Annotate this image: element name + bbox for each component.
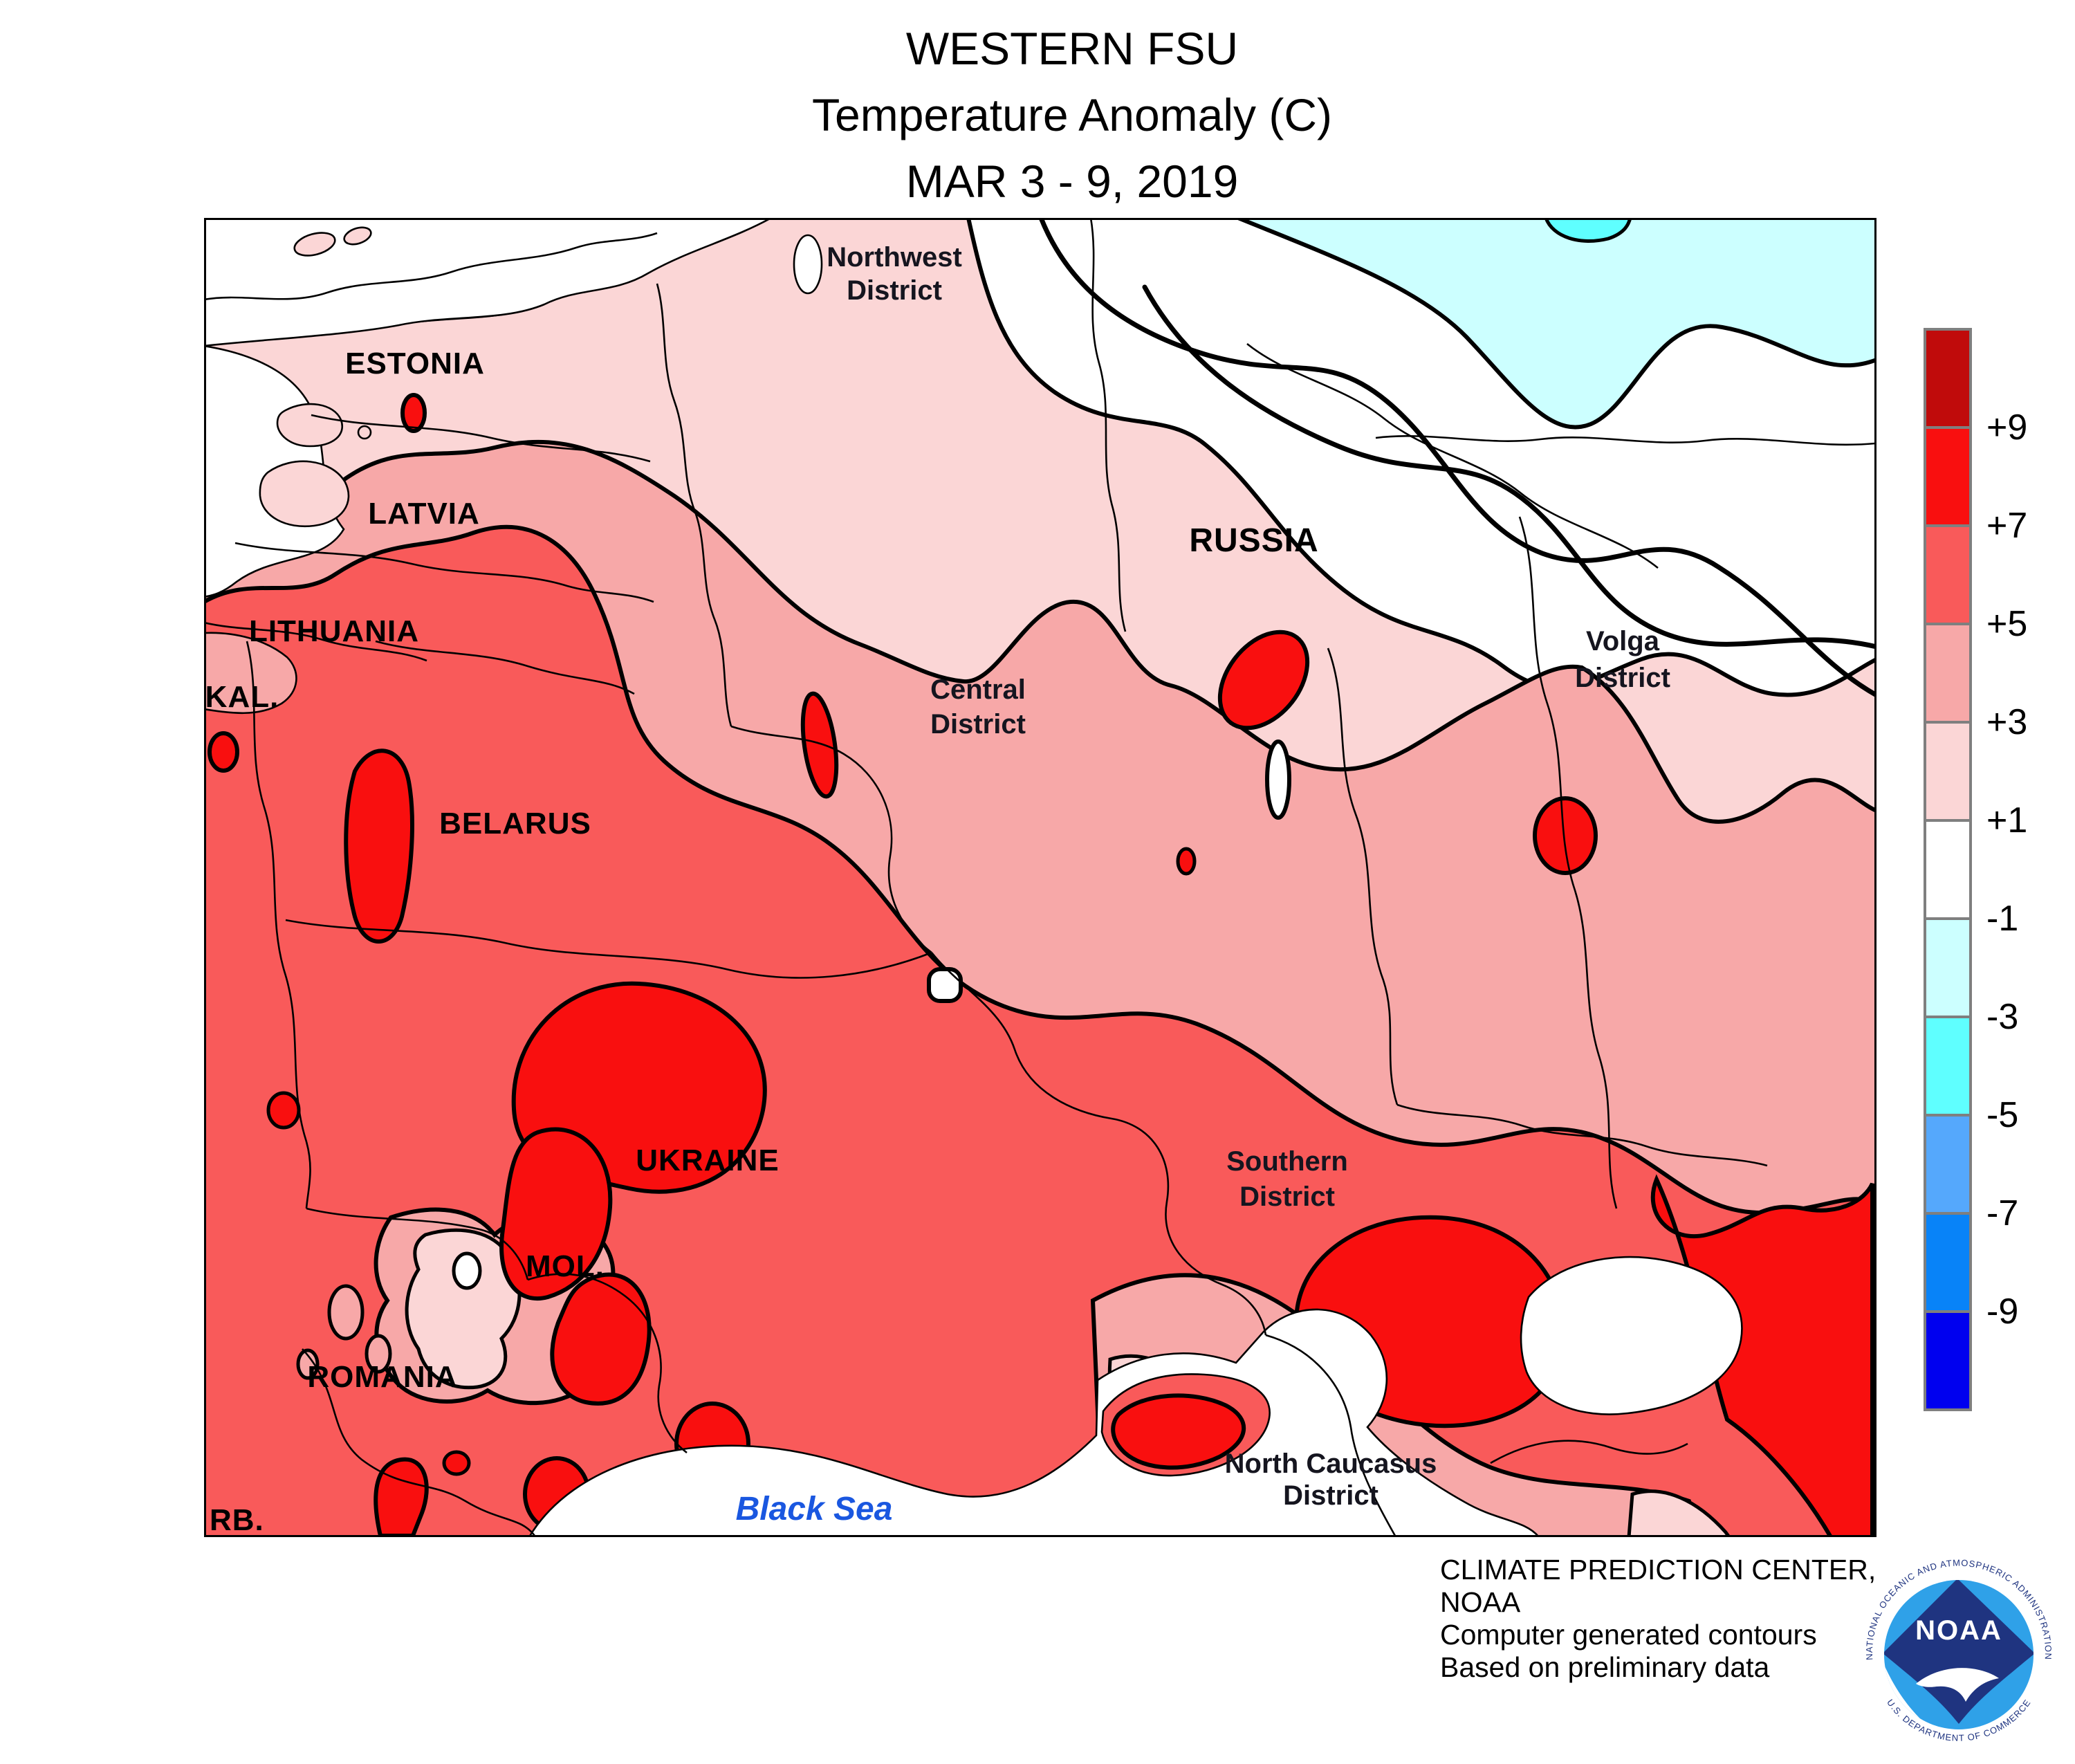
- legend-tick-m9: -9: [1986, 1292, 2019, 1332]
- spot-white-central: [927, 967, 963, 1003]
- title-line-variable: Temperature Anomaly (C): [812, 89, 1332, 140]
- map-svg: ESTONIA LATVIA LITHUANIA KAL. BELARUS RU…: [202, 215, 1879, 1539]
- legend-swatch-m3-5: [1924, 1016, 1972, 1117]
- lake-northwest: [793, 234, 823, 295]
- blob-red-crimea: [1111, 1393, 1246, 1470]
- legend-swatch-m7-9: [1924, 1212, 1972, 1313]
- label-volga-1: Volga: [1586, 626, 1660, 656]
- label-central-2: District: [930, 709, 1026, 739]
- island-dot: [357, 425, 372, 440]
- island-hiiumaa: [276, 403, 343, 448]
- sea-caspian: [1520, 1256, 1743, 1415]
- band-minus1-3: [1237, 216, 1879, 430]
- label-southern-2: District: [1239, 1182, 1335, 1212]
- label-southern-1: Southern: [1226, 1146, 1348, 1177]
- logo-acronym: NOAA: [1915, 1615, 2002, 1646]
- spot-red-pskov: [400, 393, 427, 433]
- island-aland-1: [293, 232, 336, 257]
- island-aland-2: [343, 226, 372, 246]
- coast-finland: [203, 232, 658, 301]
- land-kaliningrad: [203, 632, 297, 715]
- spot-white-volga: [1265, 739, 1291, 820]
- label-central-1: Central: [930, 674, 1026, 705]
- spot-red-volga: [1533, 796, 1598, 875]
- patch-carpathian-1: [327, 1284, 365, 1341]
- label-kaliningrad: KAL.: [205, 680, 279, 714]
- anomaly-map: ESTONIA LATVIA LITHUANIA KAL. BELARUS RU…: [202, 215, 1879, 1539]
- label-romania: ROMANIA: [307, 1360, 457, 1394]
- spot-red-romania-west: [266, 1091, 301, 1130]
- legend-tick-m3: -3: [1986, 997, 2019, 1037]
- admin-borders: [203, 217, 1876, 1536]
- legend-swatch-7-9: [1924, 426, 1972, 527]
- sea-gulf-of-finland: [203, 217, 772, 347]
- label-belarus: BELARUS: [439, 807, 591, 840]
- label-north-caucasus-2: District: [1283, 1480, 1378, 1511]
- logo-navy-diamond: [1884, 1580, 2034, 1724]
- blob-red-moldova-north: [499, 1127, 613, 1301]
- blob-red-bottom-pin: [374, 1457, 429, 1538]
- spot-red-russia: [1217, 630, 1310, 731]
- title-line-daterange: MAR 3 - 9, 2019: [905, 156, 1239, 207]
- credits-line-1: CLIMATE PREDICTION CENTER, NOAA: [1440, 1554, 1876, 1618]
- logo-seagull-icon: [1916, 1668, 1999, 1702]
- label-russia: RUSSIA: [1189, 522, 1318, 559]
- title-line-region: WESTERN FSU: [905, 23, 1239, 74]
- map-labels: ESTONIA LATVIA LITHUANIA KAL. BELARUS RU…: [205, 242, 1670, 1537]
- island-saaremaa: [259, 460, 350, 528]
- legend-swatch-5-7: [1924, 524, 1972, 625]
- label-ukraine: UKRAINE: [636, 1143, 779, 1177]
- spot-white-romania: [452, 1251, 482, 1290]
- legend-tick-p1: +1: [1986, 800, 2028, 840]
- legend-tick-p7: +7: [1986, 506, 2028, 546]
- legend-swatch-3-5: [1924, 623, 1972, 724]
- patch-carpathian-3: [296, 1348, 320, 1380]
- blob-red-moldova-south: [550, 1272, 652, 1406]
- spot-red-romania-s1: [442, 1450, 471, 1476]
- region-corner-lightpink: [1627, 1489, 1733, 1539]
- legend-swatch-m5-7: [1924, 1114, 1972, 1215]
- map-title: WESTERN FSU Temperature Anomaly (C) MAR …: [450, 15, 1695, 214]
- label-northwest-2: District: [847, 275, 942, 306]
- spot-red-tiny: [1176, 847, 1197, 876]
- legend-tick-p3: +3: [1986, 702, 2028, 742]
- label-north-caucasus-1: North Caucasus: [1225, 1449, 1437, 1479]
- label-black-sea: Black Sea: [736, 1491, 893, 1527]
- label-serbia: RB.: [210, 1503, 264, 1537]
- contour-zero-a: [1038, 215, 1879, 698]
- spot-red-central-1: [800, 691, 839, 799]
- noaa-logo: NOAA NATIONAL OCEANIC AND ATMOSPHERIC AD…: [1862, 1558, 2056, 1752]
- label-lithuania: LITHUANIA: [249, 614, 419, 648]
- legend-tick-m5: -5: [1986, 1095, 2019, 1135]
- contour-zero-b: [1142, 284, 1879, 650]
- label-estonia: ESTONIA: [345, 347, 485, 380]
- logo-emblem: [1884, 1580, 2034, 1729]
- label-northwest-1: Northwest: [827, 242, 962, 273]
- legend-tick-p9: +9: [1986, 407, 2028, 448]
- label-latvia: LATVIA: [368, 497, 480, 531]
- legend-swatch-gt9: [1924, 328, 1972, 429]
- legend-tick-p5: +5: [1986, 604, 2028, 644]
- legend-tick-m7: -7: [1986, 1193, 2019, 1233]
- legend-swatch-m1-3: [1924, 917, 1972, 1018]
- noaa-logo-svg: NOAA NATIONAL OCEANIC AND ATMOSPHERIC AD…: [1863, 1558, 2054, 1750]
- credits-line-2: Computer generated contours: [1440, 1619, 1817, 1651]
- map-frame: [204, 218, 1876, 1537]
- spot-red-left-edge: [208, 731, 239, 773]
- legend-tick-m1: -1: [1986, 899, 2019, 939]
- blob-red-latvia-lithuania: [344, 748, 414, 944]
- legend-swatch-neutral: [1924, 819, 1972, 920]
- patch-carpathian-2: [365, 1334, 392, 1374]
- sea-black-sea: [527, 1308, 1541, 1538]
- credits-line-3: Based on preliminary data: [1440, 1651, 1770, 1683]
- spot-minus3-5: [1543, 216, 1633, 243]
- label-moldova: MOL.: [526, 1249, 605, 1283]
- legend-swatch-lt9: [1924, 1310, 1972, 1411]
- label-volga-2: District: [1575, 663, 1670, 693]
- legend-swatch-1-3: [1924, 721, 1972, 822]
- credits: CLIMATE PREDICTION CENTER, NOAA Computer…: [1440, 1554, 1924, 1684]
